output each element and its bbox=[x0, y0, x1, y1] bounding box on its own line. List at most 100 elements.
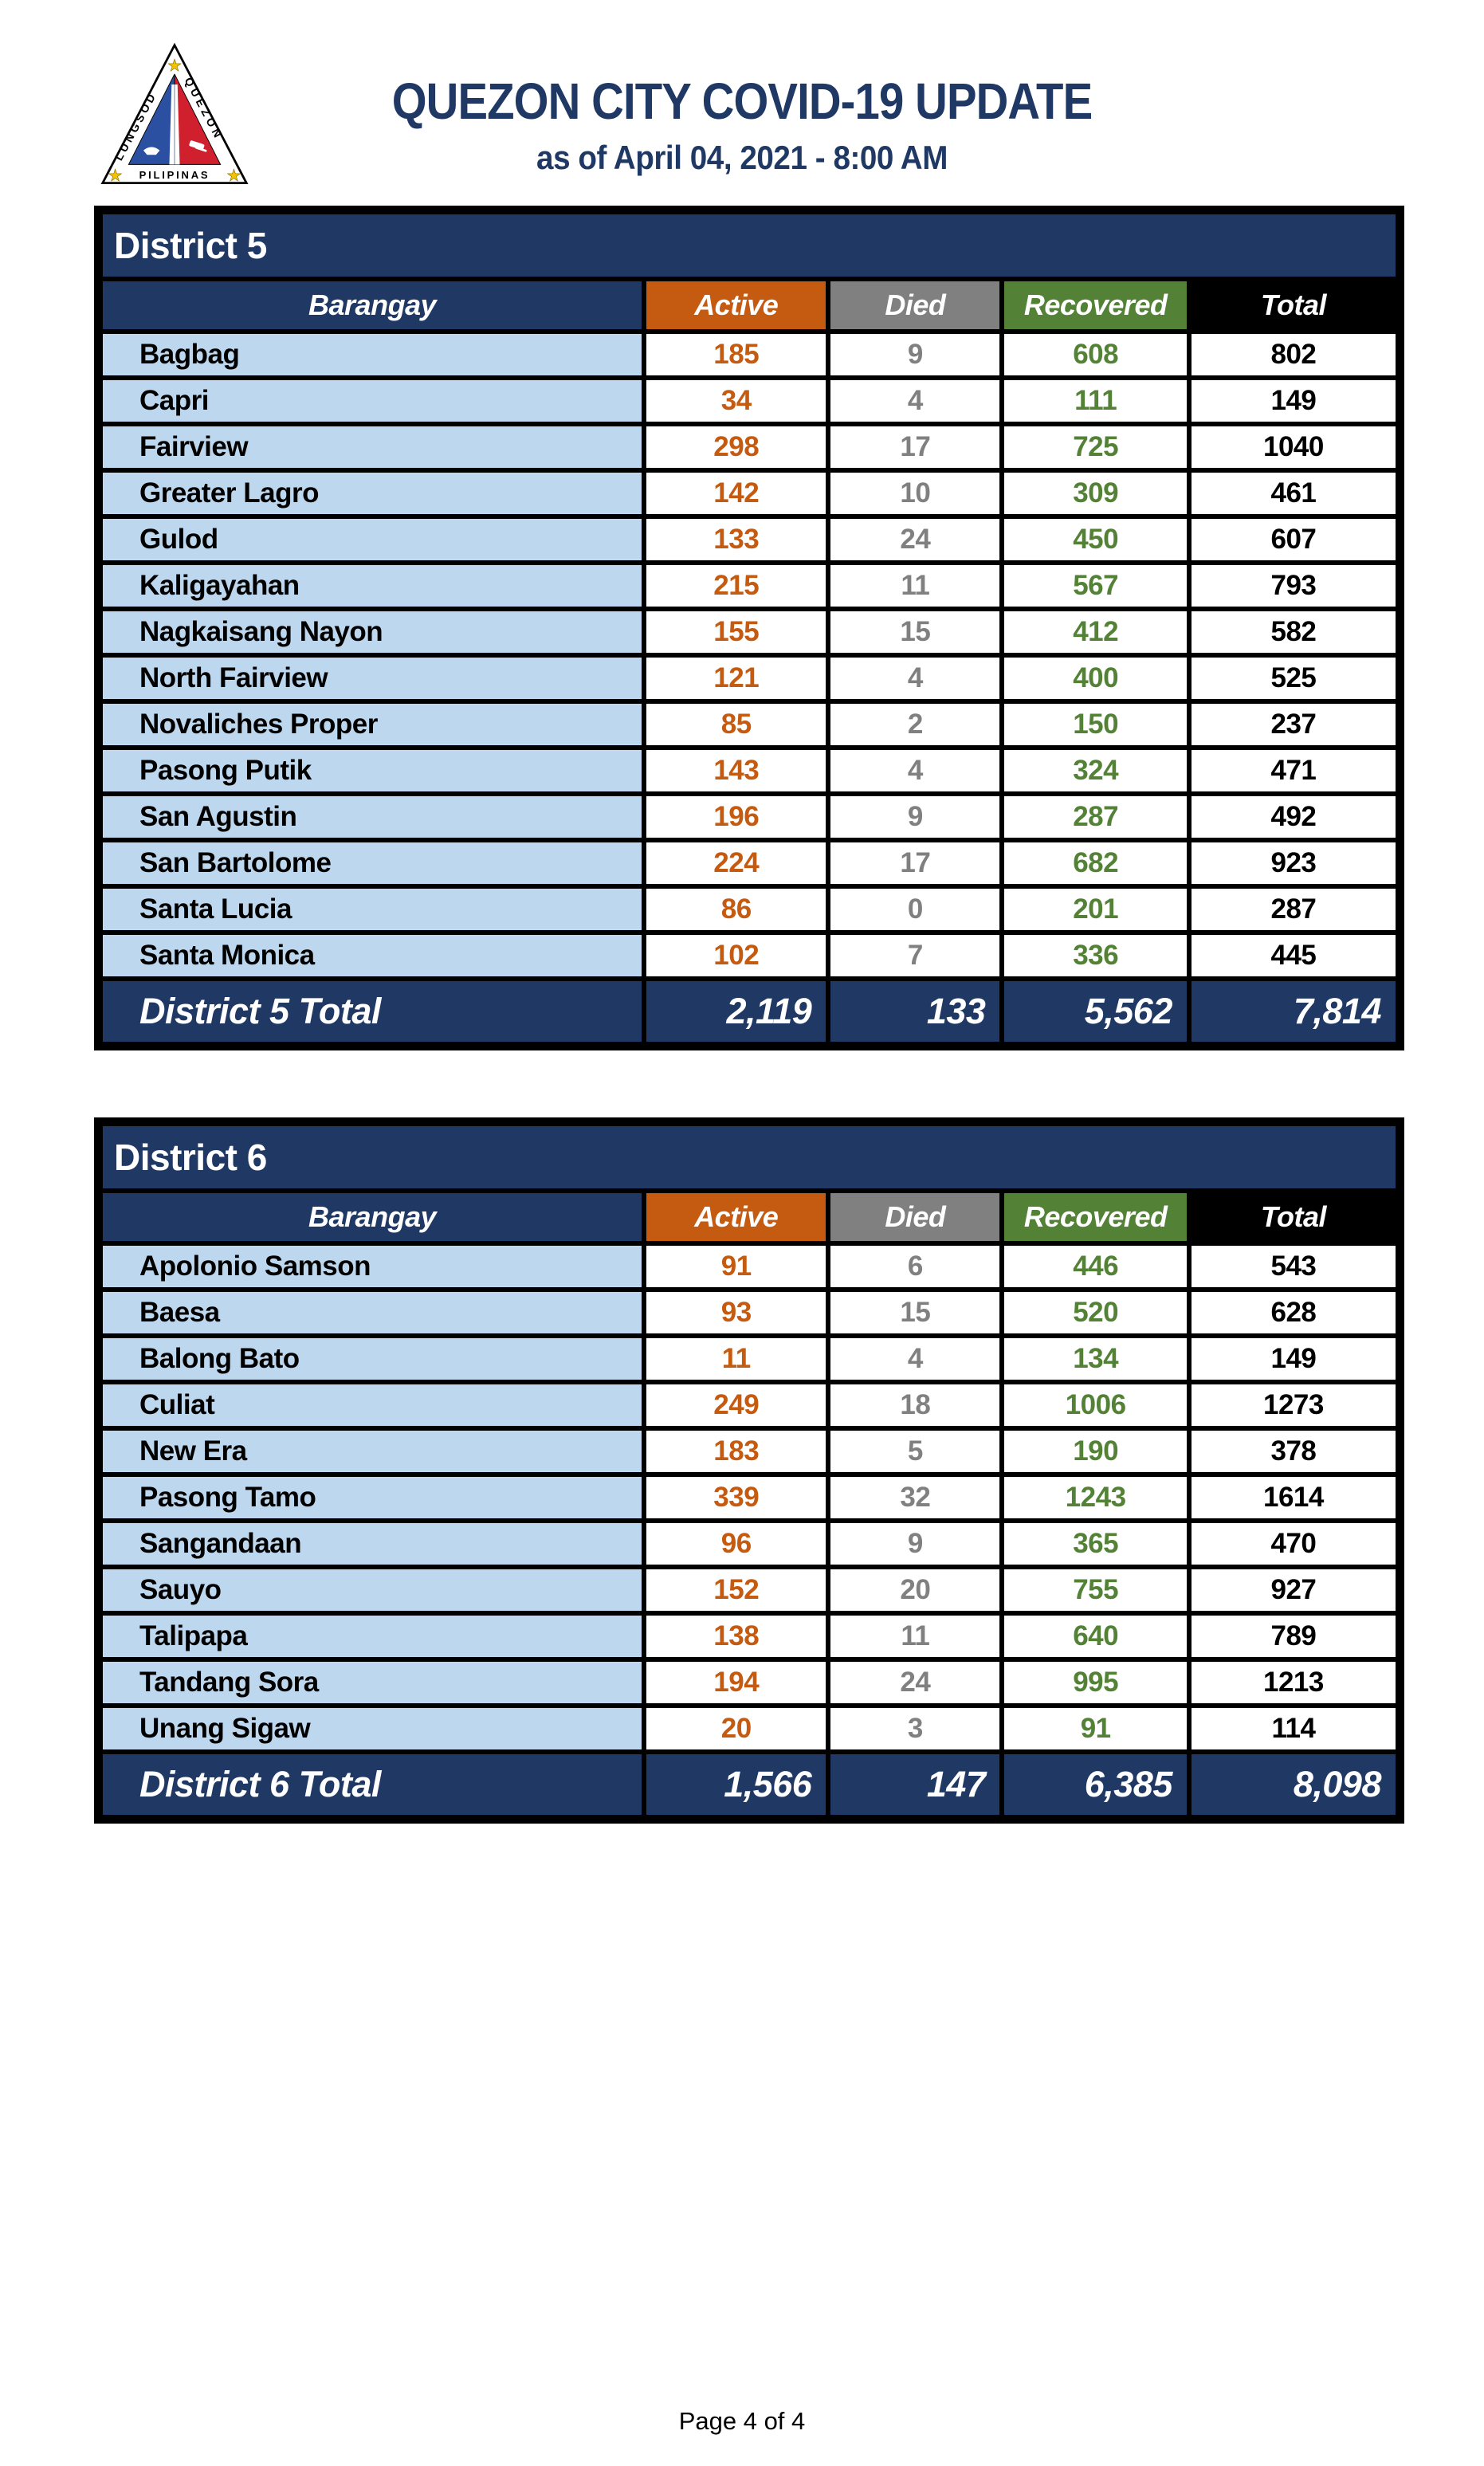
recovered-cell: 400 bbox=[999, 653, 1192, 704]
table-row: San Bartolome 224 17 682 923 bbox=[97, 838, 1401, 889]
title-block: QUEZON CITY COVID-19 UPDATE as of April … bbox=[0, 72, 1484, 177]
barangay-cell: Sauyo bbox=[97, 1565, 647, 1616]
total-died-cell: 147 bbox=[826, 1749, 1005, 1820]
column-header-died: Died bbox=[826, 1188, 1005, 1246]
district-6-table: District 6 Barangay Active Died Recovere… bbox=[97, 1121, 1401, 1820]
total-recovered-cell: 5,562 bbox=[999, 976, 1192, 1046]
column-header-total: Total bbox=[1186, 277, 1401, 334]
seal-star-top: ★ bbox=[167, 57, 182, 75]
recovered-cell: 567 bbox=[999, 560, 1192, 611]
active-cell: 138 bbox=[642, 1611, 831, 1662]
active-cell: 96 bbox=[642, 1518, 831, 1569]
district-total-label: District 5 Total bbox=[97, 976, 647, 1046]
died-cell: 11 bbox=[826, 560, 1005, 611]
died-cell: 9 bbox=[826, 791, 1005, 842]
died-cell: 4 bbox=[826, 375, 1005, 426]
active-cell: 249 bbox=[642, 1380, 831, 1431]
column-header-total: Total bbox=[1186, 1188, 1401, 1246]
table-row: Santa Monica 102 7 336 445 bbox=[97, 930, 1401, 981]
active-cell: 196 bbox=[642, 791, 831, 842]
qc-seal-logo: LUNGSOD QUEZON PILIPINAS ★ ★ ★ bbox=[100, 42, 249, 185]
district-title-bar: District 6 bbox=[98, 1121, 1400, 1193]
died-cell: 17 bbox=[826, 838, 1005, 889]
total-cell: 582 bbox=[1186, 607, 1401, 658]
seal-star-left: ★ bbox=[108, 167, 122, 185]
recovered-cell: 608 bbox=[999, 329, 1192, 380]
column-header-row: Barangay Active Died Recovered Total bbox=[97, 1188, 1401, 1246]
table-row: New Era 183 5 190 378 bbox=[97, 1426, 1401, 1477]
barangay-cell: San Agustin bbox=[97, 791, 647, 842]
died-cell: 2 bbox=[826, 699, 1005, 750]
total-cell: 1273 bbox=[1186, 1380, 1401, 1431]
table-row: Culiat 249 18 1006 1273 bbox=[97, 1380, 1401, 1431]
active-cell: 185 bbox=[642, 329, 831, 380]
table-row: Kaligayahan 215 11 567 793 bbox=[97, 560, 1401, 611]
recovered-cell: 995 bbox=[999, 1657, 1192, 1708]
recovered-cell: 1243 bbox=[999, 1472, 1192, 1523]
barangay-cell: Apolonio Samson bbox=[97, 1241, 647, 1292]
district-5-section: District 5 Barangay Active Died Recovere… bbox=[94, 206, 1404, 1050]
barangay-cell: Nagkaisang Nayon bbox=[97, 607, 647, 658]
died-cell: 17 bbox=[826, 422, 1005, 473]
total-active-cell: 1,566 bbox=[642, 1749, 831, 1820]
column-header-barangay: Barangay bbox=[97, 1188, 647, 1246]
active-cell: 93 bbox=[642, 1287, 831, 1338]
recovered-cell: 520 bbox=[999, 1287, 1192, 1338]
recovered-cell: 365 bbox=[999, 1518, 1192, 1569]
barangay-cell: Kaligayahan bbox=[97, 560, 647, 611]
report-header: LUNGSOD QUEZON PILIPINAS ★ ★ ★ QUEZON CI… bbox=[0, 0, 1484, 199]
total-cell: 802 bbox=[1186, 329, 1401, 380]
total-cell: 149 bbox=[1186, 375, 1401, 426]
active-cell: 183 bbox=[642, 1426, 831, 1477]
table-row: Balong Bato 11 4 134 149 bbox=[97, 1333, 1401, 1384]
died-cell: 9 bbox=[826, 329, 1005, 380]
active-cell: 86 bbox=[642, 884, 831, 935]
barangay-cell: Culiat bbox=[97, 1380, 647, 1431]
active-cell: 298 bbox=[642, 422, 831, 473]
district-total-label: District 6 Total bbox=[97, 1749, 647, 1820]
table-row: North Fairview 121 4 400 525 bbox=[97, 653, 1401, 704]
table-row: Sauyo 152 20 755 927 bbox=[97, 1565, 1401, 1616]
total-cell: 470 bbox=[1186, 1518, 1401, 1569]
recovered-cell: 201 bbox=[999, 884, 1192, 935]
barangay-cell: Pasong Putik bbox=[97, 745, 647, 796]
active-cell: 11 bbox=[642, 1333, 831, 1384]
active-cell: 121 bbox=[642, 653, 831, 704]
table-row: Capri 34 4 111 149 bbox=[97, 375, 1401, 426]
total-total-cell: 8,098 bbox=[1186, 1749, 1401, 1820]
recovered-cell: 309 bbox=[999, 468, 1192, 519]
table-row: Talipapa 138 11 640 789 bbox=[97, 1611, 1401, 1662]
recovered-cell: 682 bbox=[999, 838, 1192, 889]
seal-lamp-icon bbox=[143, 147, 160, 155]
total-cell: 287 bbox=[1186, 884, 1401, 935]
barangay-cell: Unang Sigaw bbox=[97, 1703, 647, 1754]
recovered-cell: 1006 bbox=[999, 1380, 1192, 1431]
died-cell: 24 bbox=[826, 514, 1005, 565]
active-cell: 34 bbox=[642, 375, 831, 426]
recovered-cell: 287 bbox=[999, 791, 1192, 842]
seal-gavel-icon bbox=[189, 140, 207, 152]
total-active-cell: 2,119 bbox=[642, 976, 831, 1046]
table-row: Apolonio Samson 91 6 446 543 bbox=[97, 1241, 1401, 1292]
recovered-cell: 755 bbox=[999, 1565, 1192, 1616]
total-cell: 927 bbox=[1186, 1565, 1401, 1616]
recovered-cell: 190 bbox=[999, 1426, 1192, 1477]
district-title: District 6 bbox=[98, 1121, 1400, 1193]
died-cell: 4 bbox=[826, 745, 1005, 796]
table-row: San Agustin 196 9 287 492 bbox=[97, 791, 1401, 842]
barangay-cell: Greater Lagro bbox=[97, 468, 647, 519]
table-row: Nagkaisang Nayon 155 15 412 582 bbox=[97, 607, 1401, 658]
died-cell: 11 bbox=[826, 1611, 1005, 1662]
recovered-cell: 91 bbox=[999, 1703, 1192, 1754]
barangay-cell: Novaliches Proper bbox=[97, 699, 647, 750]
total-total-cell: 7,814 bbox=[1186, 976, 1401, 1046]
died-cell: 15 bbox=[826, 1287, 1005, 1338]
barangay-cell: Baesa bbox=[97, 1287, 647, 1338]
recovered-cell: 150 bbox=[999, 699, 1192, 750]
table-row: Santa Lucia 86 0 201 287 bbox=[97, 884, 1401, 935]
active-cell: 155 bbox=[642, 607, 831, 658]
active-cell: 91 bbox=[642, 1241, 831, 1292]
table-row: Tandang Sora 194 24 995 1213 bbox=[97, 1657, 1401, 1708]
total-cell: 628 bbox=[1186, 1287, 1401, 1338]
active-cell: 339 bbox=[642, 1472, 831, 1523]
